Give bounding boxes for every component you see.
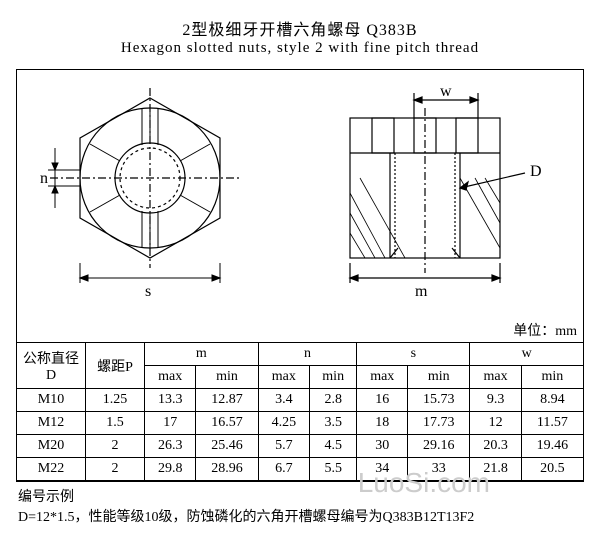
table-cell: 6.7	[258, 458, 309, 481]
table-cell: 5.7	[258, 435, 309, 458]
title-chinese: 2型极细牙开槽六角螺母 Q383B	[16, 16, 584, 40]
table-cell: 16.57	[196, 412, 258, 435]
table-cell: 28.96	[196, 458, 258, 481]
table-cell: M10	[17, 389, 86, 412]
table-cell: 20.3	[470, 435, 521, 458]
unit-label: 单位：mm	[513, 320, 577, 340]
table-cell: 25.46	[196, 435, 258, 458]
title-block: 2型极细牙开槽六角螺母 Q383B Hexagon slotted nuts, …	[16, 16, 584, 57]
label-D: D	[530, 163, 542, 180]
col-m: m	[145, 343, 259, 366]
diagram-area: n s	[16, 69, 584, 342]
table-cell: 21.8	[470, 458, 521, 481]
table-cell: 2	[86, 458, 145, 481]
col-P: 螺距P	[86, 343, 145, 389]
table-cell: 29.8	[145, 458, 196, 481]
label-m: m	[415, 283, 428, 300]
table-cell: 19.46	[521, 435, 583, 458]
table-cell: 29.16	[408, 435, 470, 458]
table-cell: 3.4	[258, 389, 309, 412]
col-s: s	[357, 343, 470, 366]
table-cell: 34	[357, 458, 408, 481]
table-cell: 1.25	[86, 389, 145, 412]
footnote: 编号示例 D=12*1.5，性能等级10级，防蚀磷化的六角开槽螺母编号为Q383…	[16, 481, 584, 526]
footnote-line2: D=12*1.5，性能等级10级，防蚀磷化的六角开槽螺母编号为Q383B12T1…	[18, 506, 584, 526]
label-w: w	[440, 83, 452, 100]
table-cell: 4.5	[310, 435, 357, 458]
table-cell: M20	[17, 435, 86, 458]
table-cell: 26.3	[145, 435, 196, 458]
table-cell: 20.5	[521, 458, 583, 481]
table-row: M101.2513.312.873.42.81615.739.38.94	[17, 389, 584, 412]
col-D: 公称直径D	[17, 343, 86, 389]
table-cell: 2.8	[310, 389, 357, 412]
table-cell: 12	[470, 412, 521, 435]
col-w: w	[470, 343, 584, 366]
table-cell: 4.25	[258, 412, 309, 435]
label-n: n	[40, 170, 48, 187]
table-row: M20226.325.465.74.53029.1620.319.46	[17, 435, 584, 458]
table-cell: 5.5	[310, 458, 357, 481]
table-cell: M12	[17, 412, 86, 435]
table-row: M121.51716.574.253.51817.731211.57	[17, 412, 584, 435]
table-cell: M22	[17, 458, 86, 481]
footnote-line1: 编号示例	[18, 486, 584, 506]
spec-table: 公称直径D 螺距P m n s w max min max min max mi…	[16, 342, 584, 481]
table-cell: 18	[357, 412, 408, 435]
nut-diagram: n s	[30, 78, 570, 318]
label-s: s	[145, 283, 151, 300]
title-english: Hexagon slotted nuts, style 2 with fine …	[16, 40, 584, 57]
table-row: M22229.828.966.75.5343321.820.5	[17, 458, 584, 481]
table-cell: 3.5	[310, 412, 357, 435]
col-n: n	[258, 343, 357, 366]
table-cell: 9.3	[470, 389, 521, 412]
table-cell: 13.3	[145, 389, 196, 412]
table-cell: 12.87	[196, 389, 258, 412]
table-cell: 11.57	[521, 412, 583, 435]
table-cell: 16	[357, 389, 408, 412]
table-cell: 8.94	[521, 389, 583, 412]
table-cell: 17	[145, 412, 196, 435]
table-cell: 15.73	[408, 389, 470, 412]
table-cell: 17.73	[408, 412, 470, 435]
table-cell: 33	[408, 458, 470, 481]
table-cell: 30	[357, 435, 408, 458]
table-cell: 2	[86, 435, 145, 458]
header-row-1: 公称直径D 螺距P m n s w	[17, 343, 584, 366]
table-cell: 1.5	[86, 412, 145, 435]
